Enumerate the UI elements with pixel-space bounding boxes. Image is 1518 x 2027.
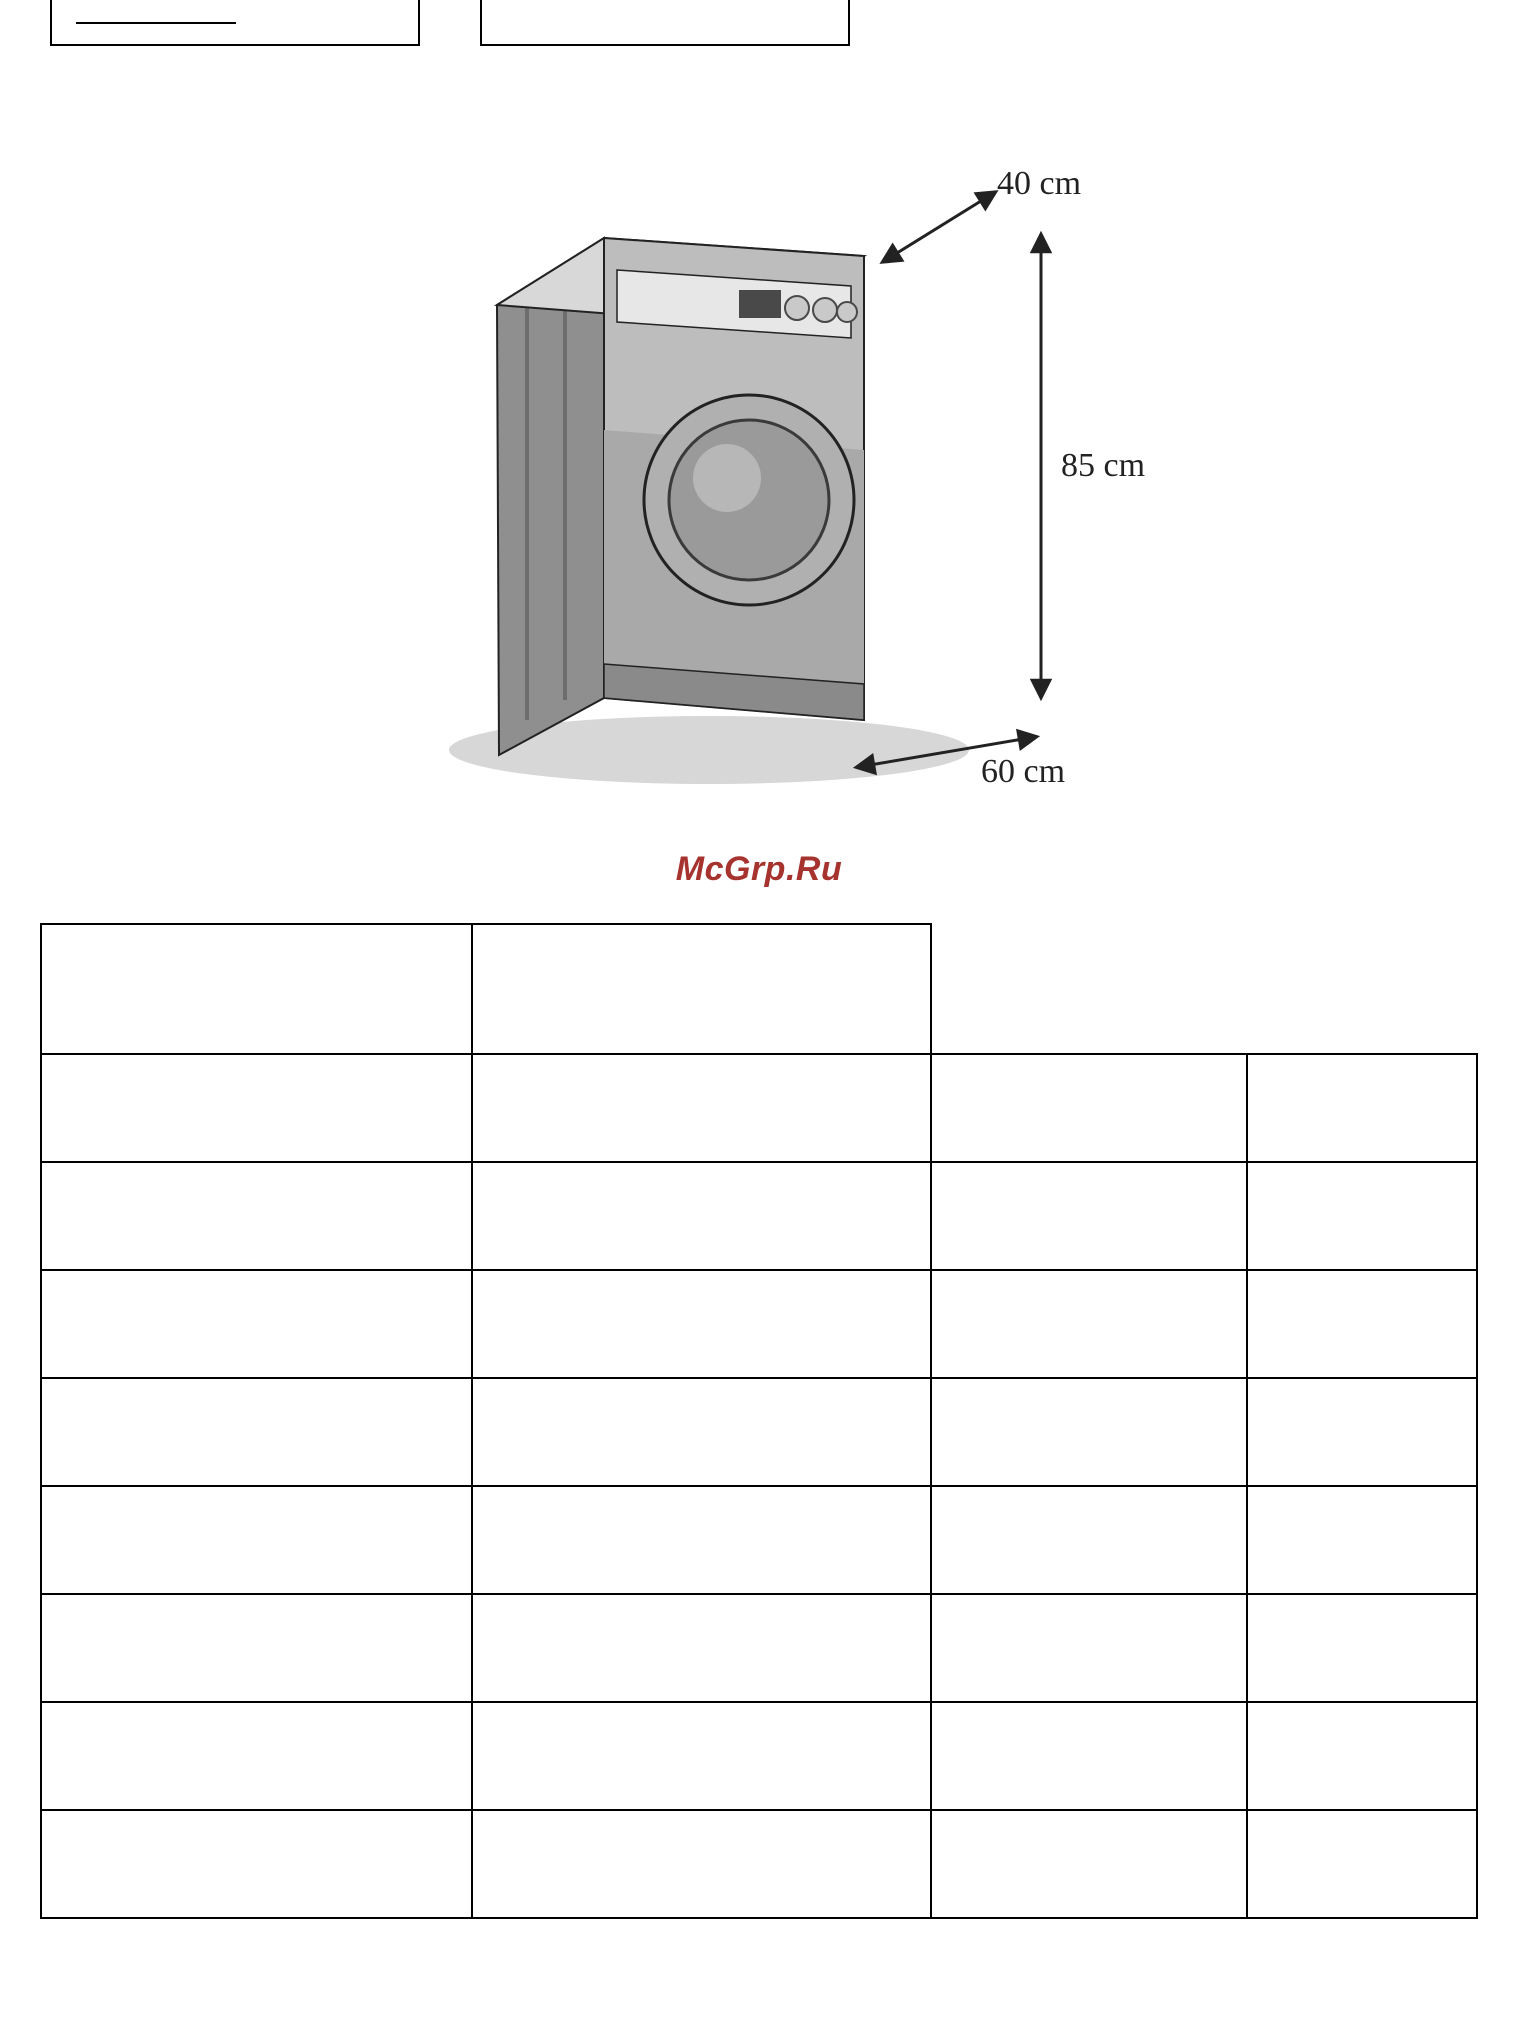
table-cell — [41, 1270, 472, 1378]
table-cell — [931, 1378, 1247, 1486]
top-fragment-left — [50, 0, 420, 46]
spec-table — [40, 923, 1478, 1919]
table-cell — [41, 1594, 472, 1702]
table-cell — [1247, 1378, 1477, 1486]
table-cell — [1247, 1162, 1477, 1270]
table-cell — [1247, 1486, 1477, 1594]
height-dimension-label: 85 cm — [1061, 447, 1145, 484]
table-row — [41, 1270, 1477, 1378]
table-row — [41, 1594, 1477, 1702]
table-cell — [41, 924, 472, 1054]
spec-table-body — [41, 924, 1477, 1918]
table-cell — [931, 1162, 1247, 1270]
table-cell — [931, 1054, 1247, 1162]
watermark-text: McGrp.Ru — [676, 850, 842, 888]
table-cell — [931, 1270, 1247, 1378]
depth-dimension-label: 40 cm — [997, 165, 1081, 202]
table-row — [41, 1054, 1477, 1162]
table-cell — [1247, 1594, 1477, 1702]
table-cell — [931, 1594, 1247, 1702]
top-table-fragments — [40, 0, 1478, 60]
table-cell — [472, 1162, 932, 1270]
table-row — [41, 1810, 1477, 1918]
table-row — [41, 1702, 1477, 1810]
table-cell — [472, 1270, 932, 1378]
control-display — [739, 290, 781, 318]
door-glass-highlight — [693, 444, 761, 512]
washing-machine-svg: 40 cm 85 cm 60 cm — [349, 130, 1169, 830]
top-fragment-left-rule — [76, 22, 236, 24]
table-cell — [41, 1054, 472, 1162]
table-cell — [1247, 1270, 1477, 1378]
machine-side-panel — [497, 238, 604, 755]
table-cell — [472, 1594, 932, 1702]
table-cell — [41, 1810, 472, 1918]
table-cell — [472, 1054, 932, 1162]
top-fragment-right — [480, 0, 850, 46]
table-cell — [41, 1486, 472, 1594]
page: 40 cm 85 cm 60 cm McGrp.Ru — [0, 0, 1518, 2027]
table-cell — [472, 1378, 932, 1486]
table-cell — [931, 1810, 1247, 1918]
table-cell — [931, 1702, 1247, 1810]
table-cell — [472, 1702, 932, 1810]
table-row — [41, 1378, 1477, 1486]
table-cell-empty — [931, 924, 1477, 1054]
table-cell — [931, 1486, 1247, 1594]
table-cell — [1247, 1702, 1477, 1810]
table-row — [41, 924, 1477, 1054]
table-cell — [472, 924, 932, 1054]
width-dimension-label: 60 cm — [981, 753, 1065, 790]
dimension-diagram: 40 cm 85 cm 60 cm — [40, 130, 1478, 830]
table-cell — [472, 1486, 932, 1594]
table-cell — [41, 1702, 472, 1810]
table-cell — [41, 1162, 472, 1270]
table-cell — [472, 1810, 932, 1918]
control-knob-3 — [837, 302, 857, 322]
table-cell — [1247, 1810, 1477, 1918]
control-knob-2 — [813, 298, 837, 322]
depth-dimension-arrow — [889, 196, 989, 258]
table-cell — [41, 1378, 472, 1486]
table-row — [41, 1162, 1477, 1270]
table-row — [41, 1486, 1477, 1594]
watermark: McGrp.Ru — [40, 850, 1478, 889]
table-cell — [1247, 1054, 1477, 1162]
control-knob-1 — [785, 296, 809, 320]
